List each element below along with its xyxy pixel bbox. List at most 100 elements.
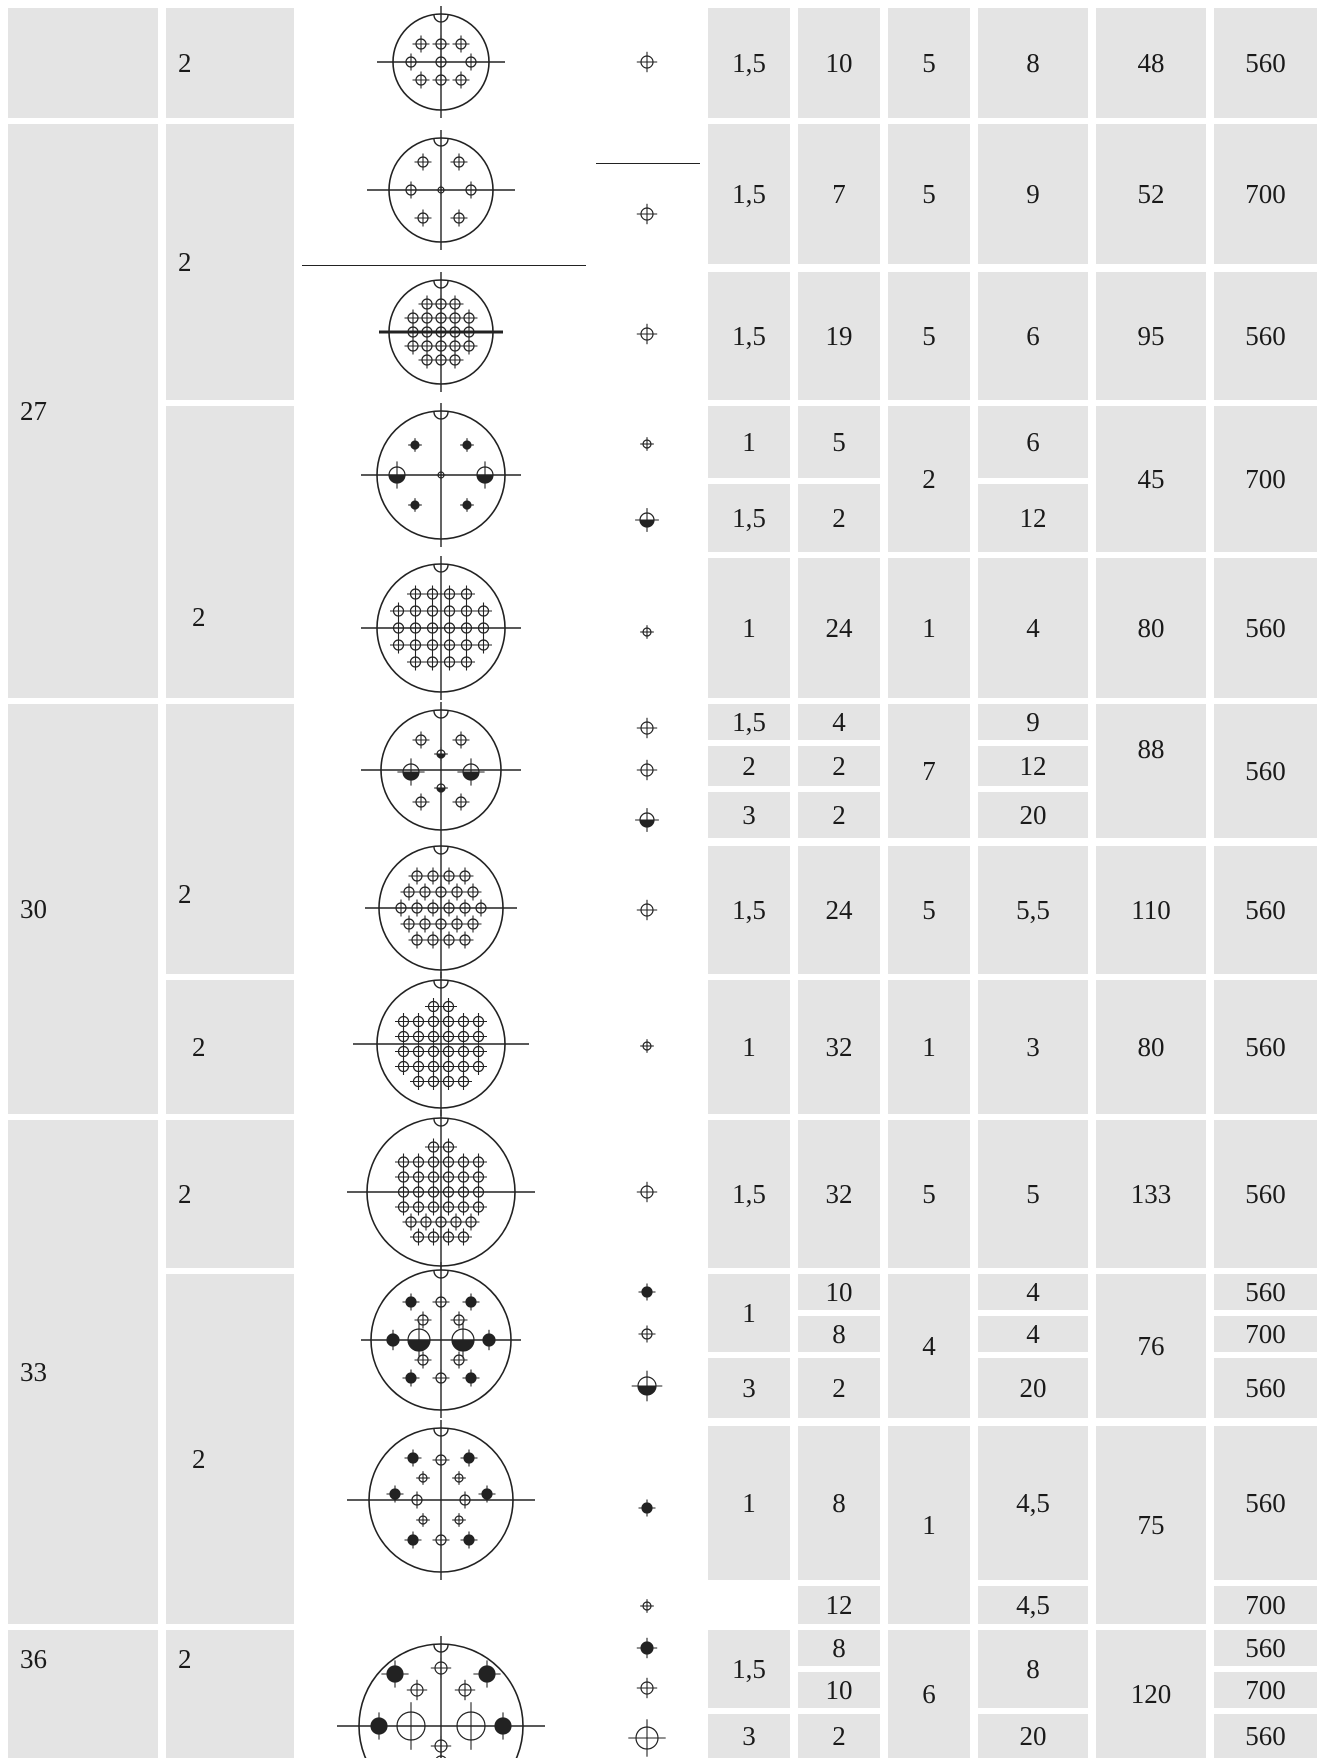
contacts-cell: 24: [798, 846, 880, 974]
pin-icon: [414, 209, 432, 227]
pin-icon: [631, 1370, 663, 1402]
contacts-cell: 2: [798, 792, 880, 838]
connector-face-icon: [347, 1110, 535, 1274]
pin-icon: [434, 781, 448, 795]
voltage-value: 560: [1245, 612, 1286, 643]
current-cell: 7: [888, 704, 970, 838]
current-cell: 1: [888, 980, 970, 1114]
pin-icon: [450, 209, 468, 227]
pin-icon: [475, 619, 492, 637]
diameter-value: 1,5: [732, 1653, 766, 1684]
diameter-value: 1,5: [732, 502, 766, 533]
pin-icon: [460, 438, 474, 452]
pin-icon: [407, 585, 424, 603]
voltage-value: 560: [1245, 1031, 1286, 1062]
pin-icon: [410, 1043, 427, 1060]
pin-icon: [383, 461, 411, 489]
current-value: 5: [922, 47, 936, 78]
pin-icon: [402, 1293, 420, 1311]
pin-icon: [475, 636, 492, 654]
pin-icon: [410, 1028, 427, 1045]
pin-icon: [400, 915, 418, 933]
pin-icon: [462, 53, 480, 71]
voltage-cell: 560: [1214, 1274, 1317, 1310]
diameter-cell: 3: [708, 792, 790, 838]
group-cell-g33: 33: [8, 1120, 158, 1624]
pin-icon: [414, 153, 432, 171]
pin-icon: [432, 53, 450, 71]
pin-icon: [407, 619, 424, 637]
pin-icon: [636, 1637, 658, 1659]
resistance-value: 20: [1019, 799, 1047, 830]
resistance-cell: 4,5: [978, 1586, 1088, 1624]
pin-icon: [392, 899, 410, 917]
pin-icon: [402, 181, 420, 199]
pin-icon: [432, 35, 450, 53]
pin-icon: [432, 1369, 450, 1387]
current-value: 5: [922, 894, 936, 925]
resistance-value: 4,5: [1016, 1589, 1050, 1620]
pin-icon: [638, 1283, 656, 1301]
contacts-cell: 10: [798, 1274, 880, 1310]
pin-icon: [455, 1013, 472, 1030]
subgroup-value: 2: [192, 1031, 206, 1062]
subgroup-value: 2: [178, 878, 192, 909]
pin-icon: [424, 653, 441, 671]
pin-icon: [455, 1228, 472, 1246]
connector-face-icon: [377, 6, 505, 118]
contacts-value: 2: [832, 799, 846, 830]
current-value: 1: [922, 1509, 936, 1540]
pin-icon: [432, 1293, 450, 1311]
pin-icon: [441, 602, 458, 620]
connector-face-icon: [361, 1262, 521, 1418]
pin-icon: [452, 35, 470, 53]
contacts-value: 10: [825, 1276, 853, 1307]
current-cell: 1: [888, 1426, 970, 1624]
pin-icon: [432, 71, 450, 89]
pin-icon: [425, 1028, 442, 1045]
connector-face-icon: [365, 838, 517, 978]
resistance-value: 20: [1019, 1720, 1047, 1751]
pin-icon: [424, 867, 442, 885]
pin-icon: [462, 1213, 480, 1231]
diameter-value: 1: [742, 426, 756, 457]
resistance-cell: 20: [978, 1714, 1088, 1758]
current-value: 2: [922, 463, 936, 494]
pin-icon: [440, 931, 458, 949]
load-cell: 110: [1096, 846, 1206, 974]
pin-icon: [440, 1183, 457, 1201]
pin-icon: [424, 619, 441, 637]
pin-icon: [425, 1013, 442, 1030]
resistance-cell: 6: [978, 272, 1088, 400]
current-cell: 5: [888, 124, 970, 264]
pin-icon: [456, 931, 474, 949]
pin-icon: [638, 1499, 656, 1517]
pin-icon: [462, 181, 480, 199]
current-cell: 5: [888, 846, 970, 974]
pin-icon: [410, 1198, 427, 1216]
pin-icon: [424, 602, 441, 620]
pin-icon: [470, 1058, 487, 1075]
pin-icon: [435, 184, 447, 196]
resistance-value: 6: [1026, 320, 1040, 351]
resistance-value: 12: [1019, 502, 1047, 533]
pin-icon: [444, 1321, 482, 1359]
contacts-cell: 19: [798, 272, 880, 400]
load-cell: 48: [1096, 8, 1206, 118]
current-cell: 5: [888, 272, 970, 400]
pin-icon: [470, 1168, 487, 1186]
pin-icon: [636, 323, 658, 345]
pin-icon: [441, 636, 458, 654]
voltage-value: 560: [1245, 755, 1286, 786]
resistance-value: 8: [1026, 47, 1040, 78]
diameter-value: 1,5: [732, 178, 766, 209]
pin-icon: [424, 636, 441, 654]
pin-icon: [425, 1073, 442, 1090]
diameter-cell: 3: [708, 1714, 790, 1758]
load-cell: 120: [1096, 1630, 1206, 1758]
pin-icon: [454, 1679, 476, 1701]
pin-icon: [408, 498, 422, 512]
pin-icon: [448, 915, 466, 933]
resistance-cell: 5: [978, 1120, 1088, 1268]
contacts-value: 32: [825, 1178, 853, 1209]
